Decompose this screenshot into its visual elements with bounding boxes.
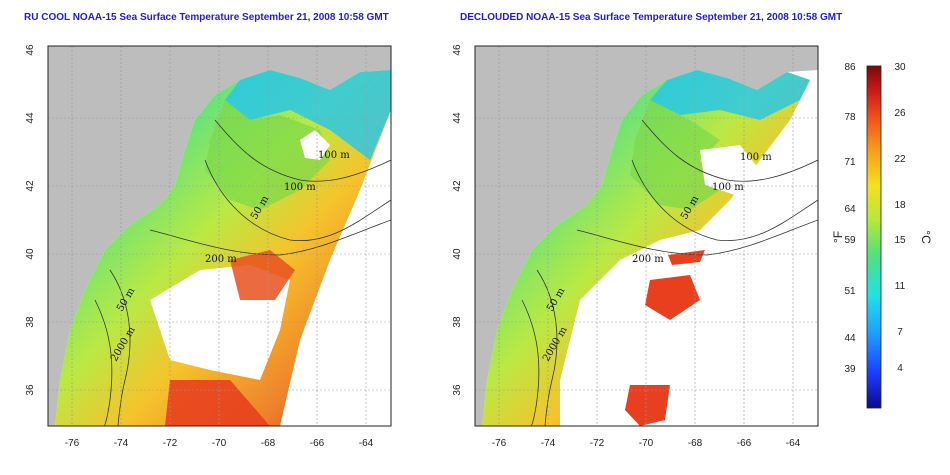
lat-tick: 46 xyxy=(452,44,463,56)
celsius-tick: 18 xyxy=(894,200,906,211)
lon-tick: -76 xyxy=(492,438,507,449)
lon-tick: -64 xyxy=(786,438,801,449)
left-sst-map: 100 m 100 m 50 m 200 m 50 m 2000 m -76 -… xyxy=(25,44,392,449)
fahrenheit-tick: 71 xyxy=(844,157,856,168)
fahrenheit-tick: 44 xyxy=(844,333,856,344)
fahrenheit-unit-label: °F xyxy=(831,231,845,243)
lon-tick: -66 xyxy=(737,438,752,449)
contour-label: 200 m xyxy=(632,254,664,265)
lat-tick: 38 xyxy=(452,316,463,328)
fahrenheit-tick: 64 xyxy=(844,204,856,215)
lon-tick: -64 xyxy=(359,438,374,449)
fahrenheit-tick: 51 xyxy=(844,286,856,297)
contour-label: 100 m xyxy=(740,152,772,163)
lat-tick: 44 xyxy=(452,112,463,124)
lat-tick: 38 xyxy=(25,316,36,328)
lat-tick: 44 xyxy=(25,112,36,124)
celsius-tick: 26 xyxy=(894,108,906,119)
contour-label: 100 m xyxy=(318,150,350,161)
celsius-unit-label: °C xyxy=(919,230,933,244)
celsius-tick: 15 xyxy=(894,235,906,246)
lon-tick: -74 xyxy=(541,438,556,449)
contour-label: 100 m xyxy=(712,182,744,193)
lon-tick: -70 xyxy=(212,438,227,449)
lon-tick: -72 xyxy=(590,438,605,449)
contour-label: 100 m xyxy=(284,182,316,193)
fahrenheit-tick: 59 xyxy=(844,235,856,246)
lon-tick: -68 xyxy=(261,438,276,449)
right-sst-map: 100 m 100 m 50 m 200 m 50 m 2000 m -76 -… xyxy=(452,44,819,449)
fahrenheit-tick: 78 xyxy=(844,112,856,123)
lon-tick: -66 xyxy=(310,438,325,449)
left-map-title: RU COOL NOAA-15 Sea Surface Temperature … xyxy=(24,12,389,23)
celsius-tick: 30 xyxy=(894,62,906,73)
lat-tick: 36 xyxy=(25,384,36,396)
lon-tick: -70 xyxy=(639,438,654,449)
temperature-colorbar: 86 78 71 64 59 51 44 39 30 26 22 18 15 1… xyxy=(831,62,933,409)
lat-tick: 40 xyxy=(25,248,36,260)
lat-tick: 40 xyxy=(452,248,463,260)
celsius-tick: 22 xyxy=(894,154,906,165)
lat-tick: 42 xyxy=(25,180,36,192)
celsius-tick: 4 xyxy=(897,363,903,374)
lon-tick: -68 xyxy=(688,438,703,449)
celsius-tick: 7 xyxy=(897,327,903,338)
lon-tick: -72 xyxy=(163,438,178,449)
fahrenheit-tick: 86 xyxy=(844,62,856,73)
lat-tick: 42 xyxy=(452,180,463,192)
lon-tick: -74 xyxy=(114,438,129,449)
right-map-title: DECLOUDED NOAA-15 Sea Surface Temperatur… xyxy=(460,12,843,23)
lon-tick: -76 xyxy=(65,438,80,449)
celsius-tick: 11 xyxy=(895,281,906,292)
fahrenheit-tick: 39 xyxy=(844,364,856,375)
contour-label: 200 m xyxy=(205,254,237,265)
lat-tick: 46 xyxy=(25,44,36,56)
lat-tick: 36 xyxy=(452,384,463,396)
